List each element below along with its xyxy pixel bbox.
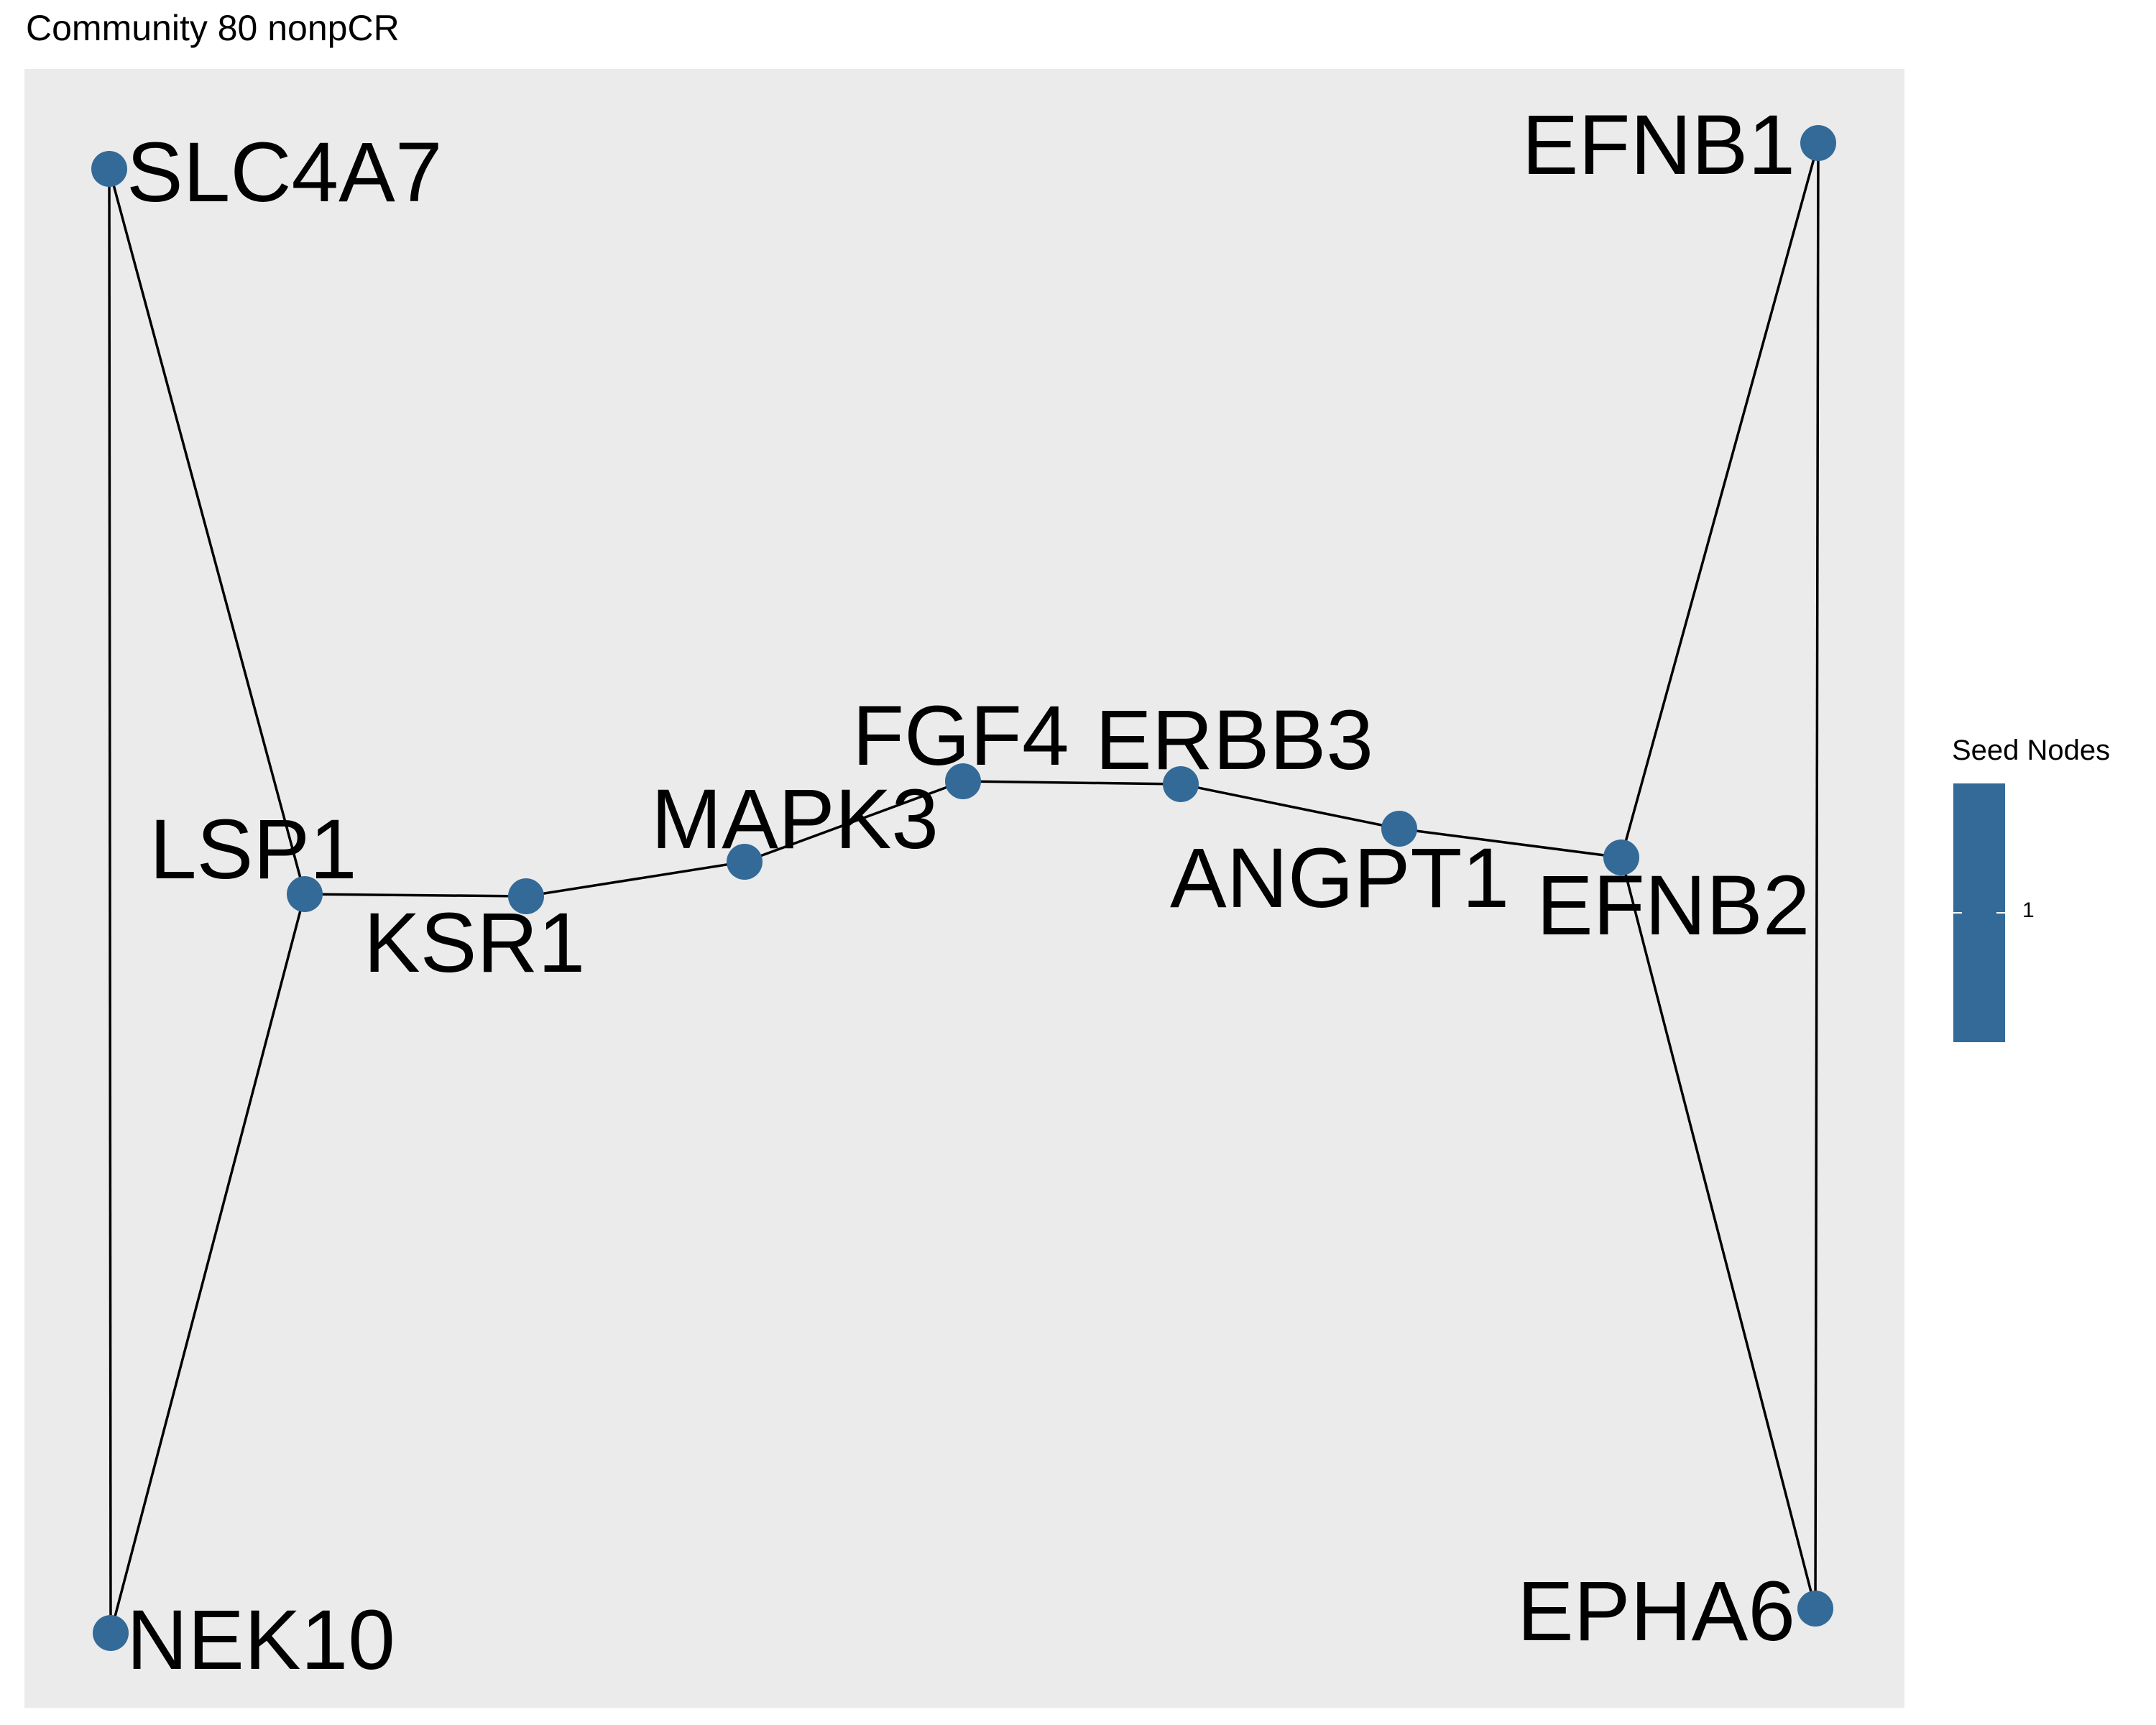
- edge-ksr1-mapk3: [525, 860, 745, 898]
- edge-fgf4-erbb3: [962, 780, 1181, 786]
- node-layer: [91, 125, 1836, 1651]
- node-label-efnb2: EFNB2: [1537, 858, 1810, 953]
- node-label-mapk3: MAPK3: [651, 772, 939, 867]
- edge-slc4a7-nek10: [108, 168, 112, 1634]
- node-lsp1[interactable]: [287, 876, 323, 912]
- node-mapk3[interactable]: [727, 844, 763, 880]
- edge-efnb1-epha6: [1814, 142, 1820, 1609]
- edge-efnb2-epha6: [1620, 857, 1817, 1609]
- node-label-slc4a7: SLC4A7: [126, 125, 443, 220]
- node-ksr1[interactable]: [508, 878, 544, 914]
- node-label-nek10: NEK10: [126, 1593, 395, 1688]
- node-angpt1[interactable]: [1381, 811, 1417, 847]
- edge-lsp1-nek10: [109, 893, 306, 1634]
- node-slc4a7[interactable]: [91, 151, 127, 187]
- node-efnb2[interactable]: [1603, 840, 1639, 875]
- chart-title: Community 80 nonpCR: [26, 8, 400, 48]
- edge-angpt1-efnb2: [1399, 827, 1622, 859]
- edge-mapk3-fgf4: [744, 780, 964, 863]
- node-label-ksr1: KSR1: [364, 896, 585, 990]
- edge-lsp1-ksr1: [304, 893, 527, 898]
- edge-layer: [108, 142, 1820, 1634]
- edge-erbb3-angpt1: [1180, 783, 1400, 830]
- node-nek10[interactable]: [93, 1615, 129, 1651]
- node-label-angpt1: ANGPT1: [1170, 831, 1509, 926]
- legend-title: Seed Nodes: [1952, 735, 2111, 766]
- node-label-erbb3: ERBB3: [1095, 693, 1373, 788]
- node-label-efnb1: EFNB1: [1522, 98, 1795, 193]
- node-label-epha6: EPHA6: [1517, 1564, 1795, 1659]
- legend: Seed Nodes 1: [1952, 726, 2146, 1057]
- edge-efnb2-efnb1: [1620, 142, 1820, 858]
- edge-slc4a7-lsp1: [108, 168, 306, 895]
- node-fgf4[interactable]: [945, 763, 981, 799]
- node-label-lsp1: LSP1: [149, 802, 357, 897]
- legend-value-label: 1: [2022, 898, 2035, 922]
- plot-panel: [24, 69, 1904, 1708]
- legend-tick-right: [1996, 912, 2005, 914]
- node-efnb1[interactable]: [1800, 125, 1836, 161]
- node-epha6[interactable]: [1797, 1591, 1833, 1627]
- legend-tick-left: [1953, 912, 1962, 914]
- node-erbb3[interactable]: [1163, 766, 1199, 802]
